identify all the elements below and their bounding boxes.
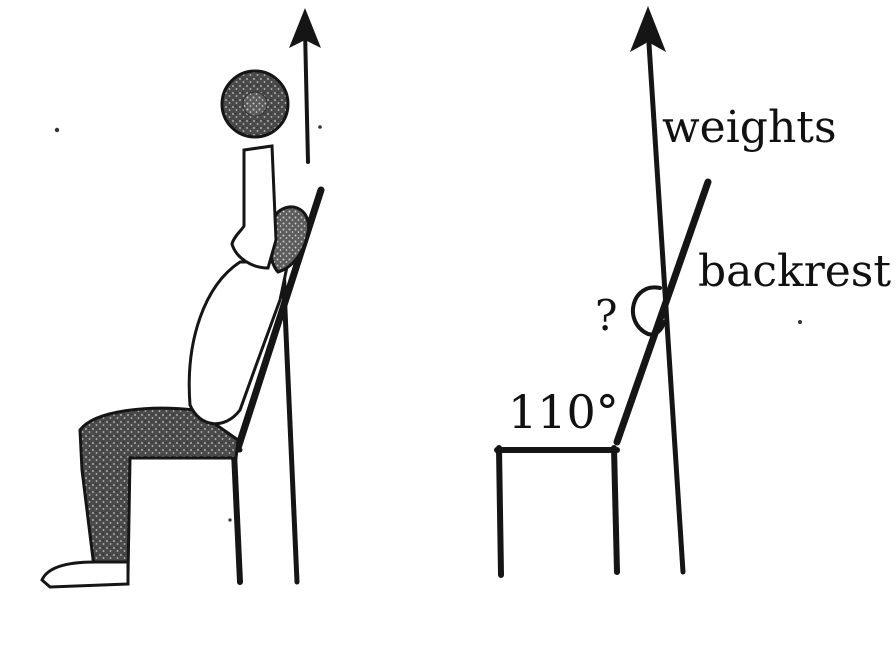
person-torso: [187, 260, 290, 426]
person-lifting-figure: [40, 8, 325, 589]
weights-label: weights: [662, 102, 837, 153]
known-angle-label: 110°: [508, 385, 619, 439]
right-chair-front-leg: [496, 445, 504, 578]
unknown-angle-label: ?: [595, 291, 618, 340]
unknown-angle-arc: [630, 285, 666, 337]
person-raised-arm: [230, 144, 278, 270]
right-chair-back-leg: [611, 445, 620, 575]
backrest-line: [613, 178, 712, 446]
left-arrow-head: [289, 8, 321, 48]
geometric-diagram: weights backrest ? 110°: [494, 6, 891, 578]
person-shoe: [40, 560, 130, 589]
weight-plate: [220, 69, 290, 139]
left-vertical-reference-line: [280, 262, 300, 585]
weights-arrow-head: [630, 6, 666, 52]
left-vertical-arrow: [289, 8, 321, 164]
backrest-label: backrest: [698, 246, 891, 297]
person-legs: [78, 406, 240, 577]
left-chair-leg: [231, 449, 243, 585]
